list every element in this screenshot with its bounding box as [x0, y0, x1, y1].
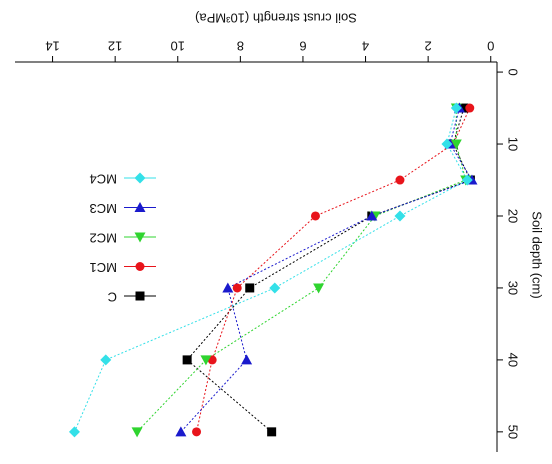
- marker: [200, 355, 212, 366]
- y-tick-label: 4: [362, 39, 369, 54]
- marker: [450, 102, 462, 114]
- series-line: [74, 107, 468, 433]
- series-line: [186, 107, 472, 433]
- marker: [182, 355, 192, 365]
- legend-marker: [135, 262, 145, 271]
- legend-marker: [134, 232, 146, 243]
- marker: [232, 283, 242, 293]
- series-line: [136, 108, 467, 433]
- legend-marker: [134, 202, 146, 212]
- y-axis-label: Soil crust strength (10³MPa): [195, 11, 357, 26]
- legend-label: MC2: [90, 231, 117, 246]
- marker: [459, 103, 469, 113]
- series-line: [180, 107, 473, 433]
- marker: [450, 139, 462, 150]
- marker: [441, 138, 453, 150]
- x-tick-label: 0: [506, 68, 521, 75]
- marker: [461, 174, 473, 186]
- marker: [310, 211, 320, 221]
- x-axis-label: Soil depth (cm): [530, 211, 545, 298]
- marker: [100, 354, 112, 366]
- marker: [366, 210, 378, 221]
- legend-marker: [135, 291, 145, 301]
- y-tick-label: 0: [487, 39, 494, 54]
- y-tick-label: 6: [299, 39, 306, 54]
- marker: [68, 426, 80, 438]
- marker: [269, 282, 281, 294]
- legend-label: C: [108, 290, 117, 305]
- marker: [222, 282, 234, 293]
- y-tick-label: 2: [425, 39, 432, 54]
- y-tick-label: 14: [45, 39, 59, 54]
- marker: [465, 103, 475, 113]
- marker: [394, 210, 406, 222]
- x-tick-label: 20: [506, 209, 521, 223]
- marker: [241, 354, 253, 365]
- marker: [245, 283, 255, 293]
- marker: [131, 427, 143, 438]
- series-line: [196, 107, 471, 432]
- legend-marker: [134, 172, 146, 184]
- y-tick-label: 8: [237, 39, 244, 54]
- marker: [192, 427, 202, 437]
- x-tick-label: 30: [506, 281, 521, 295]
- y-tick-label: 10: [171, 39, 185, 54]
- marker: [175, 426, 187, 437]
- x-tick-label: 50: [506, 425, 521, 439]
- marker: [395, 175, 405, 185]
- marker: [267, 427, 277, 437]
- legend-label: MC1: [90, 260, 117, 275]
- legend-label: MC4: [90, 172, 117, 187]
- x-tick-label: 40: [506, 353, 521, 367]
- marker: [313, 283, 325, 294]
- x-tick-label: 10: [506, 137, 521, 151]
- legend-label: MC3: [90, 201, 117, 216]
- y-tick-label: 12: [108, 39, 122, 54]
